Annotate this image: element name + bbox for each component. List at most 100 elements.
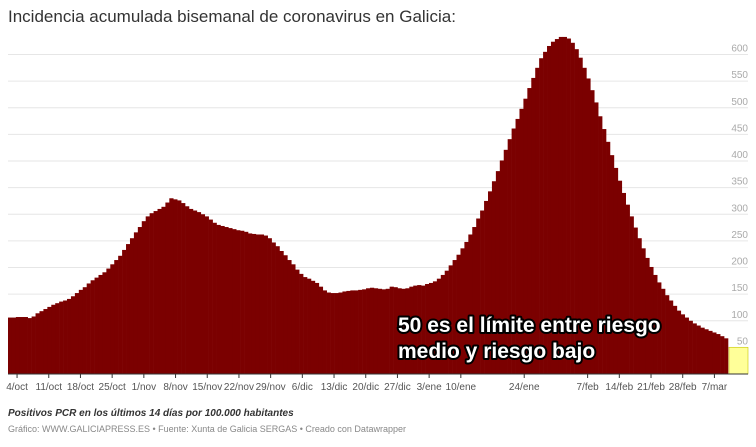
bar (594, 102, 599, 375)
bar (11, 317, 17, 374)
bar (295, 269, 300, 374)
bar (153, 211, 158, 374)
y-tick-label: 50 (737, 336, 749, 347)
bar (452, 260, 457, 374)
bar (625, 204, 630, 374)
chart-credit: Gráfico: WWW.GALICIAPRESS.ES • Fuente: X… (8, 424, 406, 434)
bar (330, 293, 335, 374)
bar (43, 309, 48, 374)
x-tick-label: 25/oct (99, 382, 126, 393)
bar (165, 202, 170, 374)
bar (629, 216, 634, 374)
y-tick-label: 350 (731, 177, 748, 188)
bar (86, 283, 91, 374)
bar (464, 241, 469, 374)
bar (303, 277, 308, 374)
bar (35, 313, 40, 374)
bar (82, 287, 87, 374)
bar (118, 255, 123, 374)
y-tick-label: 250 (731, 230, 748, 241)
x-tick-label: 3/ene (417, 382, 442, 393)
bar (720, 336, 725, 374)
bar (310, 280, 316, 374)
bar (515, 118, 520, 375)
bar (377, 288, 383, 374)
bar (495, 171, 501, 374)
bar (547, 45, 552, 374)
bar (188, 208, 194, 374)
bar (287, 260, 292, 374)
bar (90, 280, 95, 374)
bar (645, 257, 650, 374)
bar (263, 235, 268, 374)
x-tick-label: 7/feb (576, 382, 599, 393)
bar (19, 317, 25, 374)
x-tick-label: 18/oct (67, 382, 94, 393)
bar (428, 282, 434, 374)
bar (59, 301, 64, 374)
bar (291, 264, 296, 374)
bar (133, 232, 139, 374)
y-tick-label: 100 (731, 310, 748, 321)
bar (149, 213, 154, 374)
bar (110, 264, 115, 374)
bar (322, 290, 327, 374)
x-tick-label: 21/feb (637, 382, 665, 393)
bar (503, 149, 508, 374)
bar (39, 311, 44, 374)
bar (523, 98, 528, 374)
bar (346, 290, 351, 374)
bar (145, 216, 150, 374)
bar (220, 225, 225, 374)
x-tick-label: 28/feb (669, 382, 697, 393)
bar (700, 327, 705, 374)
bar (586, 78, 591, 375)
bar (425, 284, 430, 374)
bar (657, 282, 662, 374)
bar (326, 292, 331, 374)
bar (98, 274, 103, 374)
bar (224, 227, 229, 374)
x-tick-label: 29/nov (256, 382, 286, 393)
bar (208, 219, 213, 374)
y-tick-label: 600 (731, 44, 748, 55)
bar (535, 67, 540, 374)
bar (397, 288, 402, 374)
bar (613, 167, 619, 374)
bar (15, 317, 21, 374)
bar (476, 218, 481, 374)
bar (255, 234, 261, 374)
x-tick-label: 24/ene (509, 382, 540, 393)
bar (456, 254, 461, 374)
bar (550, 41, 556, 374)
bar (67, 298, 72, 374)
bar (598, 116, 603, 375)
bar (448, 265, 453, 374)
bar (185, 206, 190, 374)
y-tick-label: 450 (731, 123, 748, 134)
bar (393, 287, 398, 374)
bar (633, 227, 638, 374)
bar (157, 208, 162, 374)
bar (602, 129, 607, 374)
x-tick-label: 8/nov (163, 382, 187, 393)
bar (637, 238, 642, 374)
y-tick-label: 500 (731, 97, 748, 108)
y-tick-labels: 50 100 150 200 250 300 350 400 450 500 550 600 (731, 44, 748, 348)
y-tick-label: 150 (731, 283, 748, 294)
bar (137, 227, 143, 374)
x-tick-label: 15/nov (192, 382, 222, 393)
bar (578, 57, 583, 374)
bar (350, 290, 355, 374)
bar (106, 268, 111, 374)
bar (126, 244, 131, 374)
bar (196, 212, 202, 374)
bar (334, 293, 339, 374)
x-tick-label: 10/ene (446, 382, 477, 393)
x-tick-label: 4/oct (6, 382, 28, 393)
bar (354, 290, 359, 374)
y-tick-label: 300 (731, 203, 748, 214)
bar (558, 36, 564, 375)
bar (70, 296, 76, 374)
bar (617, 180, 623, 374)
